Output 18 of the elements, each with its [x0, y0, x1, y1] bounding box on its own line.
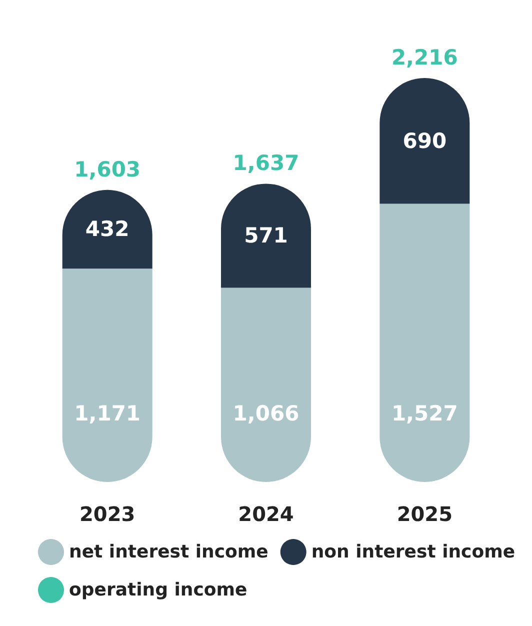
x-tick-label: 2025: [396, 502, 453, 526]
data-label: 1,527: [391, 402, 458, 426]
total-label: 1,637: [232, 151, 300, 176]
x-tick-label: 2023: [79, 502, 136, 526]
data-label: 690: [402, 128, 447, 153]
x-tick-label: 2024: [238, 502, 294, 526]
data-label: 432: [85, 217, 130, 242]
bar: [62, 268, 152, 482]
legend-label: non interest income: [311, 542, 516, 562]
data-label: 1,066: [232, 402, 300, 426]
data-label: 1,171: [74, 402, 141, 426]
legend-label: net interest income: [69, 542, 268, 562]
bar: [380, 204, 470, 482]
legend-label: operating income: [69, 580, 248, 600]
total-label: 1,603: [74, 157, 141, 182]
data-label: 571: [244, 224, 288, 248]
bar: [221, 288, 311, 482]
total-label: 2,216: [391, 46, 458, 70]
